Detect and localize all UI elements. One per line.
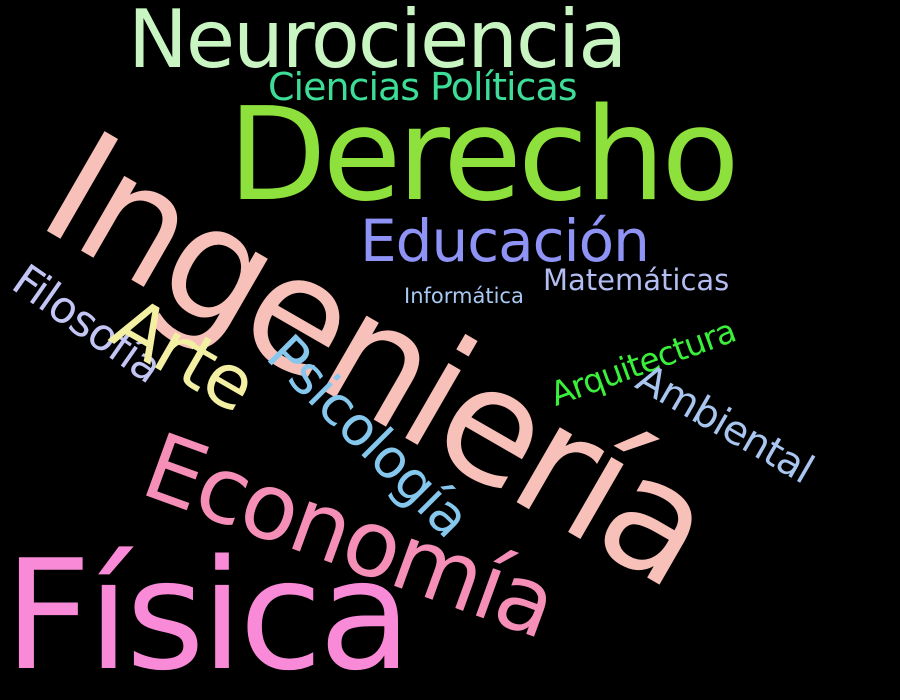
word-informatica: Informática — [404, 284, 524, 308]
word-educacion: Educación — [360, 207, 650, 275]
word-ciencias-politicas: Ciencias Políticas — [268, 65, 578, 109]
word-matematicas: Matemáticas — [543, 263, 730, 297]
word-derecho: Derecho — [228, 81, 740, 230]
word-neurociencia: Neurociencia — [128, 0, 627, 86]
word-fisica: Física — [4, 527, 412, 700]
